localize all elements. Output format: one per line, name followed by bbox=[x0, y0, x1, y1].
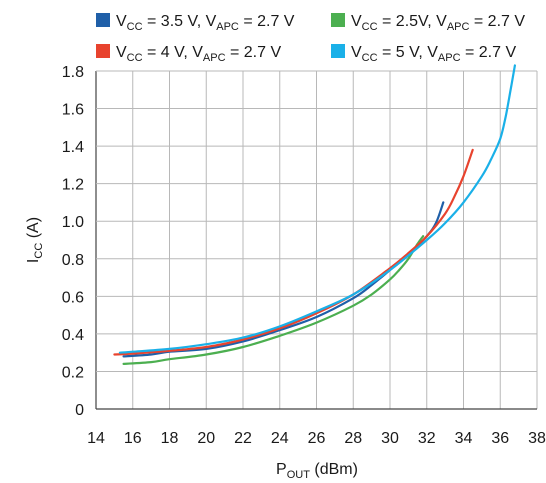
y-tick-label: 1.0 bbox=[62, 214, 84, 231]
grid bbox=[96, 71, 537, 409]
y-tick-label: 0 bbox=[75, 402, 84, 419]
y-tick-label: 0.8 bbox=[62, 252, 84, 269]
y-tick-label: 1.6 bbox=[62, 102, 84, 119]
x-tick-label: 18 bbox=[161, 430, 179, 447]
x-tick-label: 34 bbox=[455, 430, 473, 447]
series-vcc-4v-line bbox=[114, 150, 472, 355]
legend-swatch bbox=[96, 44, 110, 58]
legend-label: VCC = 2.5V, VAPC = 2.7 V bbox=[351, 13, 525, 33]
x-tick-label: 28 bbox=[344, 430, 362, 447]
x-tick-label: 20 bbox=[197, 430, 215, 447]
y-tick-label: 1.2 bbox=[62, 177, 84, 194]
x-axis-title: POUT (dBm) bbox=[276, 461, 358, 481]
y-axis-ticks: 0 0.2 0.4 0.6 0.8 1.0 1.2 1.4 1.6 1.8 bbox=[62, 64, 84, 419]
x-tick-label: 14 bbox=[87, 430, 105, 447]
x-tick-label: 30 bbox=[381, 430, 399, 447]
x-tick-label: 36 bbox=[491, 430, 509, 447]
x-tick-label: 16 bbox=[124, 430, 142, 447]
series-vcc-2-5v-line bbox=[124, 236, 424, 364]
x-axis-ticks: 14 16 18 20 22 24 26 28 30 32 34 36 38 bbox=[87, 430, 546, 447]
legend-label: VCC = 3.5 V, VAPC = 2.7 V bbox=[116, 13, 295, 33]
legend: VCC = 3.5 V, VAPC = 2.7 V VCC = 2.5V, VAP… bbox=[96, 13, 525, 64]
y-tick-label: 0.2 bbox=[62, 364, 84, 381]
legend-label: VCC = 5 V, VAPC = 2.7 V bbox=[351, 44, 516, 64]
y-axis-title: ICC (A) bbox=[25, 217, 45, 263]
x-tick-label: 24 bbox=[271, 430, 289, 447]
legend-swatch bbox=[331, 44, 345, 58]
x-tick-label: 32 bbox=[418, 430, 436, 447]
y-tick-label: 1.8 bbox=[62, 64, 84, 81]
y-tick-label: 1.4 bbox=[62, 139, 84, 156]
x-tick-label: 38 bbox=[528, 430, 546, 447]
y-tick-label: 0.6 bbox=[62, 289, 84, 306]
legend-swatch bbox=[96, 13, 110, 27]
x-tick-label: 26 bbox=[308, 430, 326, 447]
legend-swatch bbox=[331, 13, 345, 27]
y-tick-label: 0.4 bbox=[62, 327, 84, 344]
series-vcc-3-5v-line bbox=[124, 202, 444, 356]
x-tick-label: 22 bbox=[234, 430, 252, 447]
legend-label: VCC = 4 V, VAPC = 2.7 V bbox=[116, 44, 281, 64]
plot-area bbox=[114, 65, 515, 364]
